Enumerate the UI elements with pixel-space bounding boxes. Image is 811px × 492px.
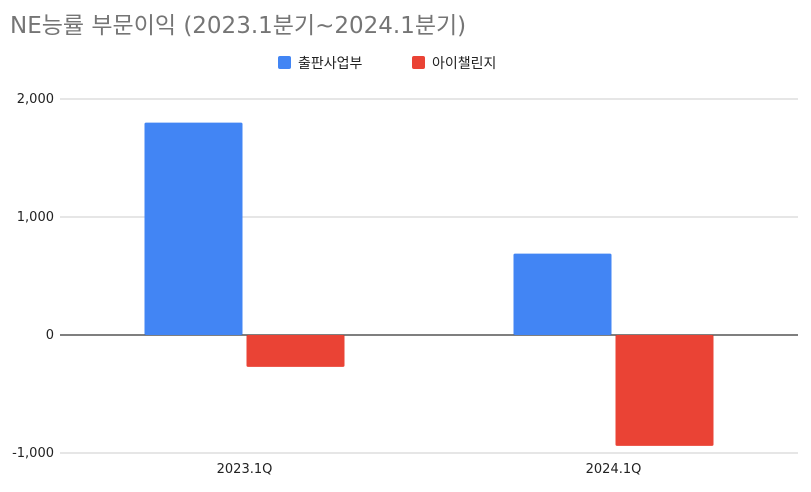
x-axis-ticks: 2023.1Q 2024.1Q xyxy=(217,462,642,477)
y-tick-label: 0 xyxy=(46,328,54,343)
bar-2024.1Q-아이챌린지 xyxy=(615,335,714,446)
legend-label: 출판사업부 xyxy=(298,56,363,72)
legend-swatch xyxy=(278,56,291,69)
chart-title: NE능률 부문이익 (2023.1분기~2024.1분기) xyxy=(10,13,467,39)
bar-2023.1Q-아이챌린지 xyxy=(246,335,345,367)
bars xyxy=(144,122,714,446)
legend: 출판사업부 아이챌린지 xyxy=(278,56,496,72)
x-tick-label: 2023.1Q xyxy=(217,462,273,477)
legend-swatch xyxy=(412,56,425,69)
x-tick-label: 2024.1Q xyxy=(586,462,642,477)
y-tick-label: 2,000 xyxy=(17,92,54,107)
legend-label: 아이챌린지 xyxy=(432,56,496,72)
y-tick-label: -1,000 xyxy=(12,446,54,461)
y-axis-ticks: 2,000 1,000 0 -1,000 xyxy=(12,92,54,461)
bar-2024.1Q-출판사업부 xyxy=(513,253,612,335)
bar-2023.1Q-출판사업부 xyxy=(144,122,243,335)
y-tick-label: 1,000 xyxy=(17,210,54,225)
